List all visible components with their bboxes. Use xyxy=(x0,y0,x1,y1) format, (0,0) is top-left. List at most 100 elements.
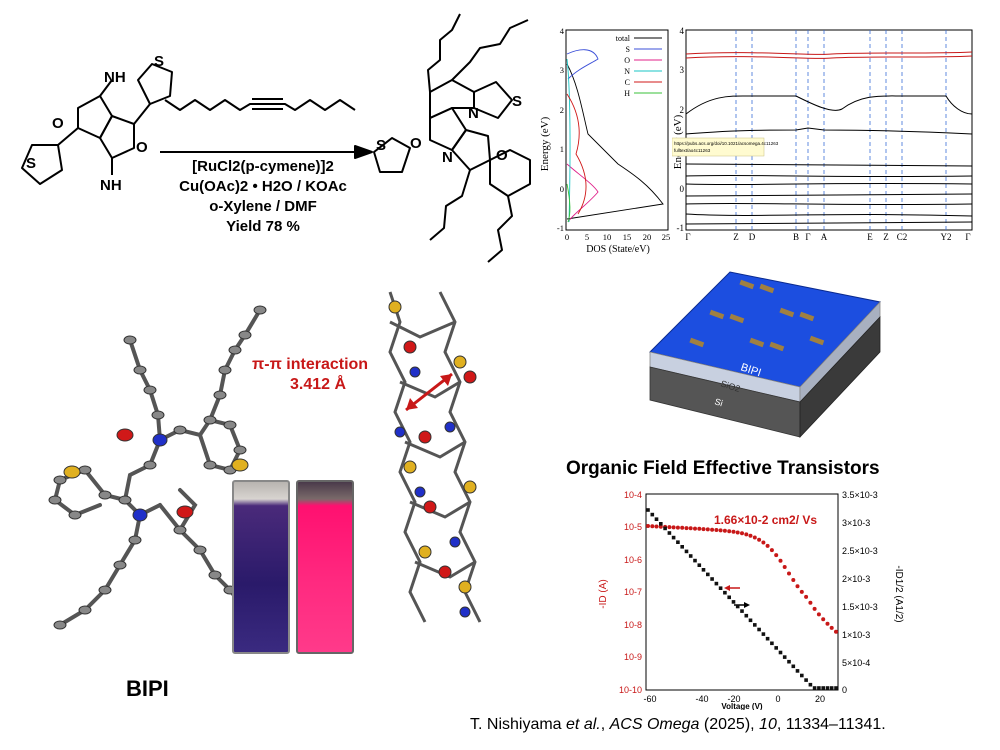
log-data-point xyxy=(688,526,693,531)
sqrt-data-point xyxy=(731,600,736,604)
band-structure-chart: 4 3 2 1 0 -1 Energy (eV) Γ Z D B Γ A E Z… xyxy=(672,26,973,242)
log-data-point xyxy=(761,540,766,545)
citation-authors: T. Nishiyama xyxy=(470,716,562,733)
log-data-point xyxy=(731,529,736,534)
right-ytick: 1.5×10-3 xyxy=(842,602,878,612)
s-label-1: S xyxy=(154,53,164,70)
left-ytick: 10-6 xyxy=(624,555,642,565)
n-label-2: N xyxy=(442,149,453,166)
condition-catalyst: [RuCl2(p-cymene)]2 xyxy=(192,158,334,175)
log-data-point xyxy=(654,524,659,529)
log-data-point xyxy=(782,565,787,569)
sqrt-data-point xyxy=(684,549,689,554)
bipi-ortep-molecule xyxy=(48,305,267,630)
dos-xtick: 5 xyxy=(585,232,589,242)
right-ytick: 0 xyxy=(842,685,847,695)
vial-fluorescent xyxy=(296,480,354,654)
sqrt-data-point xyxy=(667,531,672,535)
kpoint-label: Γ xyxy=(965,232,970,242)
pi-pi-distance-arrow xyxy=(405,372,453,412)
sqrt-data-point xyxy=(787,659,791,664)
sqrt-data-point xyxy=(808,682,813,687)
left-ytick: 10-8 xyxy=(624,620,642,630)
log-data-point xyxy=(718,528,723,533)
dos-ytick: 1 xyxy=(560,144,564,154)
dos-legend-label: total xyxy=(616,34,631,43)
log-data-point xyxy=(795,584,800,589)
kpoint-label: A xyxy=(821,232,828,242)
sqrt-data-point xyxy=(680,545,684,549)
log-data-point xyxy=(808,600,813,605)
log-data-point xyxy=(752,535,757,540)
right-ytick: 5×10-4 xyxy=(842,658,870,668)
sqrt-data-point xyxy=(812,686,817,690)
log-data-point xyxy=(658,524,663,529)
kpoint-label: Y2 xyxy=(941,232,952,242)
kpoint-label: B xyxy=(793,232,799,242)
dos-xlabel: DOS (State/eV) xyxy=(586,244,650,255)
log-data-point xyxy=(671,525,676,530)
bipi-label: BIPI xyxy=(126,676,169,701)
citation-pages: , 11334–11341. xyxy=(776,716,886,733)
dos-legend-label: O xyxy=(624,56,630,65)
dos-legend-label: H xyxy=(624,89,630,98)
log-data-point xyxy=(799,589,804,594)
sqrt-data-point xyxy=(774,646,778,650)
log-data-point xyxy=(816,612,821,617)
alkyne-structure xyxy=(164,98,356,111)
sqrt-data-point xyxy=(795,669,800,673)
log-data-point xyxy=(744,532,749,537)
condition-yield: Yield 78 % xyxy=(226,218,300,235)
dos-chart: Energy (eV) DOS (State/eV) 4 3 2 1 0 -1 … xyxy=(539,26,670,255)
sqrt-data-point xyxy=(723,590,727,595)
product-bipi-structure xyxy=(373,13,531,263)
sqrt-data-point xyxy=(825,686,830,690)
sqrt-data-point xyxy=(765,636,770,641)
sqrt-data-point xyxy=(718,586,723,590)
log-data-point xyxy=(748,533,753,538)
sqrt-data-point xyxy=(706,572,710,577)
n-label-1: N xyxy=(468,105,479,122)
kpoint-label: C2 xyxy=(897,232,908,242)
transfer-ylabel-right: -ID1/2 (A1/2) xyxy=(893,565,904,622)
sqrt-data-point xyxy=(676,540,680,544)
log-data-point xyxy=(804,594,809,599)
right-ytick: 2.5×10-3 xyxy=(842,546,878,556)
log-data-point xyxy=(710,527,715,532)
kpoint-label: Γ xyxy=(685,232,690,242)
sqrt-data-point xyxy=(829,686,834,690)
log-data-point xyxy=(722,528,727,533)
dos-ylabel: Energy (eV) xyxy=(539,116,551,171)
sqrt-data-point xyxy=(735,604,740,609)
log-data-point xyxy=(757,537,762,542)
tooltip-url: https://pubs.acs.org/doi/10.1021/acsomeg… xyxy=(674,141,779,146)
log-data-point xyxy=(667,525,672,530)
reaction-scheme: O NH NH O S S O N N O S S xyxy=(21,13,531,263)
kpoint-label: Z xyxy=(883,232,889,242)
right-ytick: 3×10-3 xyxy=(842,518,870,528)
log-data-point xyxy=(727,529,732,534)
band-ytick: 2 xyxy=(680,105,685,115)
dos-xtick: 15 xyxy=(623,232,632,242)
tooltip-sub: fulltext/ao4c11263 xyxy=(674,148,711,153)
sqrt-data-point xyxy=(697,563,702,567)
layer-si-label: Si xyxy=(713,396,724,408)
log-data-point xyxy=(705,527,710,532)
sqrt-data-point xyxy=(791,664,796,669)
sqrt-data-point xyxy=(770,641,774,646)
s-label-3: S xyxy=(512,93,522,110)
xtick: -20 xyxy=(727,694,740,704)
s-label-2: S xyxy=(26,155,36,172)
log-data-point xyxy=(714,528,719,532)
log-data-point xyxy=(821,617,826,622)
citation-etal: et al. xyxy=(566,716,601,733)
xtick: 20 xyxy=(815,694,825,704)
sqrt-data-point xyxy=(650,512,655,517)
dos-legend-label: N xyxy=(624,67,630,76)
sqrt-data-point xyxy=(710,577,714,581)
kpoint-label: Γ xyxy=(805,232,810,242)
log-data-point xyxy=(693,526,697,531)
sqrt-data-point xyxy=(821,686,825,690)
vial-dark xyxy=(232,480,290,654)
band-ytick: 0 xyxy=(680,184,685,194)
